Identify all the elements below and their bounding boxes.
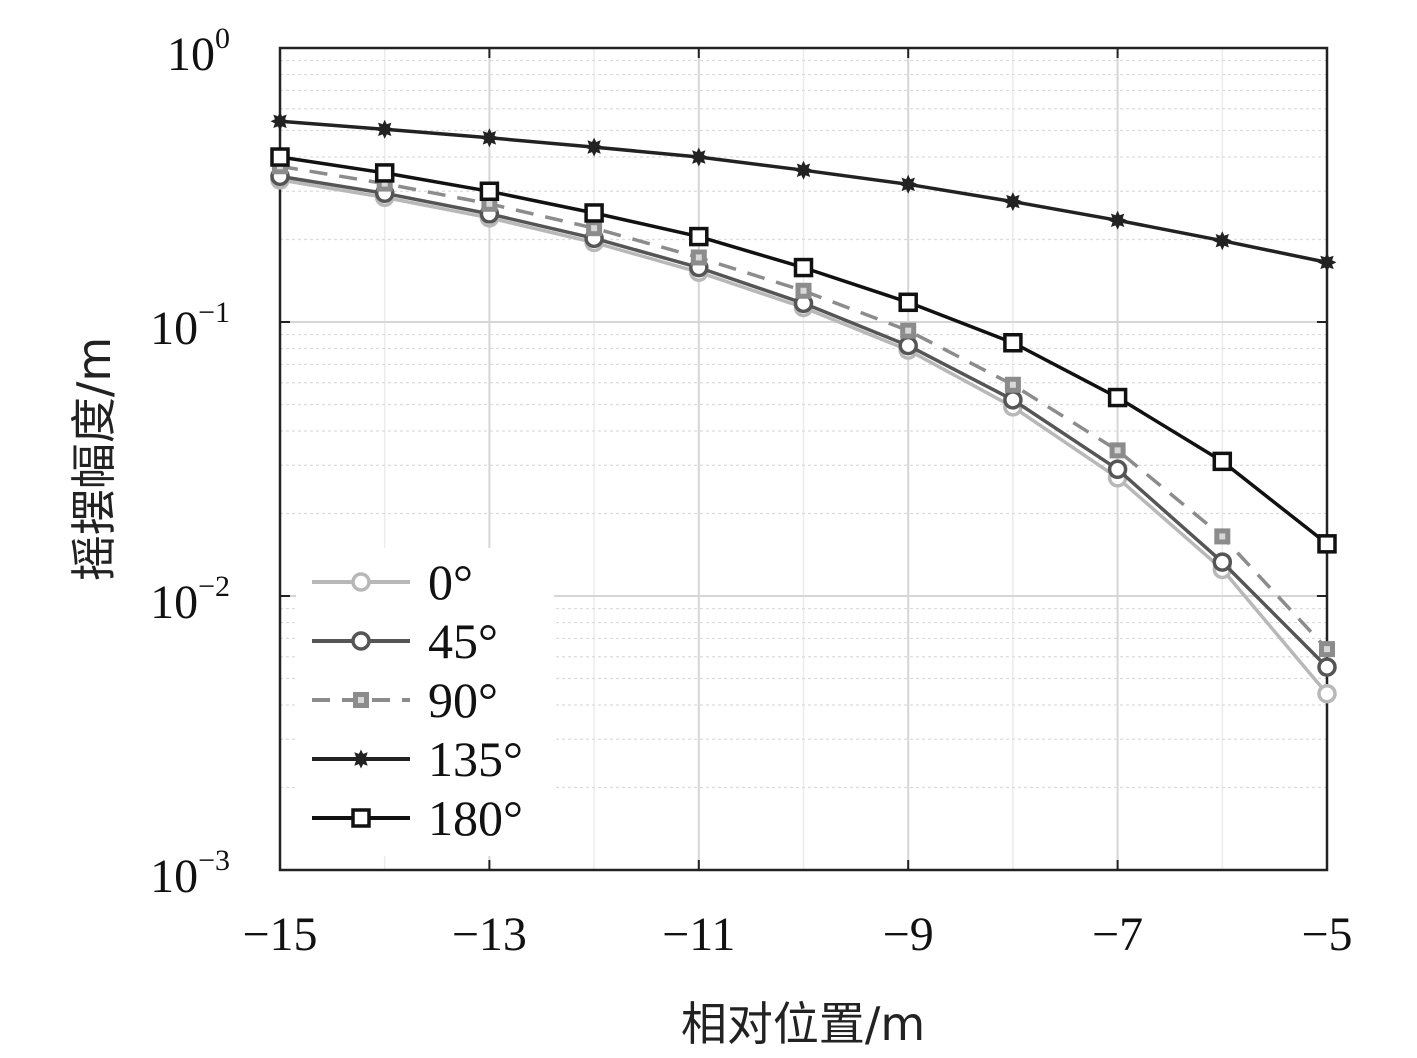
data-point-square-inner — [486, 200, 493, 207]
y-tick-label: 100 — [167, 22, 230, 81]
data-point-square-open — [351, 808, 371, 828]
data-point-square-inner — [381, 180, 388, 187]
data-point-star — [1317, 252, 1337, 272]
data-point-star — [1108, 210, 1128, 230]
y-axis-label: 摇摆幅度/m — [67, 337, 121, 581]
y-tick-exponent: −2 — [198, 570, 230, 603]
series-3 — [270, 111, 1337, 272]
legend-label: 45° — [428, 613, 498, 669]
y-tick-base: 10 — [150, 850, 198, 903]
data-point-star — [351, 749, 371, 769]
legend-item: 135° — [312, 731, 523, 787]
y-tick-exponent: −1 — [198, 296, 230, 329]
series-layer — [270, 111, 1337, 704]
x-tick-label: −7 — [1092, 908, 1143, 961]
x-tick-label: −13 — [452, 908, 527, 961]
data-point-square-open — [1317, 534, 1337, 554]
data-point-square-inner — [591, 225, 598, 232]
data-point-circle — [1003, 390, 1023, 410]
data-point-star — [1212, 231, 1232, 251]
data-point-square-open — [689, 226, 709, 247]
data-point-star — [479, 128, 499, 148]
y-tick-base: 10 — [150, 302, 198, 355]
data-point-star — [689, 147, 709, 167]
data-point-star — [270, 111, 290, 131]
data-point-square-inner — [1114, 447, 1121, 454]
data-point-square-open — [1212, 451, 1233, 472]
data-point-circle — [351, 631, 371, 651]
data-point-star — [898, 174, 918, 194]
data-point-square-open — [793, 257, 814, 278]
y-tick-label: 10−3 — [150, 844, 230, 903]
x-tick-label: −11 — [662, 908, 735, 961]
legend: 0°45°90°135°180° — [296, 548, 554, 856]
data-point-square-inner — [1009, 381, 1016, 388]
legend-item: 45° — [312, 613, 498, 669]
data-point-circle — [351, 572, 371, 592]
x-tick-label: −9 — [883, 908, 934, 961]
data-point-circle — [1317, 657, 1337, 677]
data-point-square-open — [374, 163, 395, 183]
data-point-star — [584, 137, 604, 157]
series-2 — [272, 158, 1335, 658]
x-tick-label: −15 — [242, 908, 317, 961]
data-point-star — [794, 160, 813, 180]
data-point-square-open — [1003, 332, 1023, 353]
data-point-circle — [1107, 459, 1128, 480]
x-tick-label: −5 — [1301, 908, 1352, 961]
plot-frame — [278, 46, 1329, 872]
y-tick-exponent: −3 — [198, 844, 230, 877]
legend-label: 180° — [428, 790, 523, 846]
data-point-square-inner — [800, 287, 807, 294]
y-tick-label: 10−2 — [150, 570, 230, 629]
data-point-square-open — [479, 181, 500, 202]
legend-box — [296, 548, 554, 856]
legend-label: 0° — [428, 554, 473, 610]
data-point-square-inner — [1324, 646, 1330, 653]
y-tick-base: 10 — [167, 28, 215, 81]
data-point-square-inner — [358, 697, 364, 703]
y-tick-base: 10 — [150, 576, 198, 629]
data-point-star — [375, 119, 395, 139]
data-point-circle — [1317, 683, 1337, 704]
data-point-circle — [1212, 552, 1233, 572]
data-point-square-open — [1107, 387, 1128, 408]
data-point-square-open — [584, 203, 604, 223]
data-point-circle — [898, 335, 918, 356]
legend-item: 180° — [312, 790, 523, 846]
series-line — [279, 164, 1329, 651]
legend-item: 90° — [312, 672, 498, 728]
x-axis-label: 相对位置/m — [681, 997, 925, 1051]
y-tick-exponent: 0 — [215, 22, 230, 55]
data-point-square-inner — [905, 327, 912, 334]
series-4 — [270, 147, 1337, 554]
data-point-square-open — [898, 292, 918, 313]
data-point-square-inner — [695, 254, 702, 261]
legend-item: 0° — [312, 554, 473, 610]
legend-label: 90° — [428, 672, 498, 728]
data-point-star — [1003, 192, 1023, 212]
y-tick-label: 10−1 — [150, 296, 230, 355]
data-point-square-inner — [1219, 533, 1226, 540]
legend-label: 135° — [428, 731, 523, 787]
data-point-square-open — [270, 147, 290, 167]
